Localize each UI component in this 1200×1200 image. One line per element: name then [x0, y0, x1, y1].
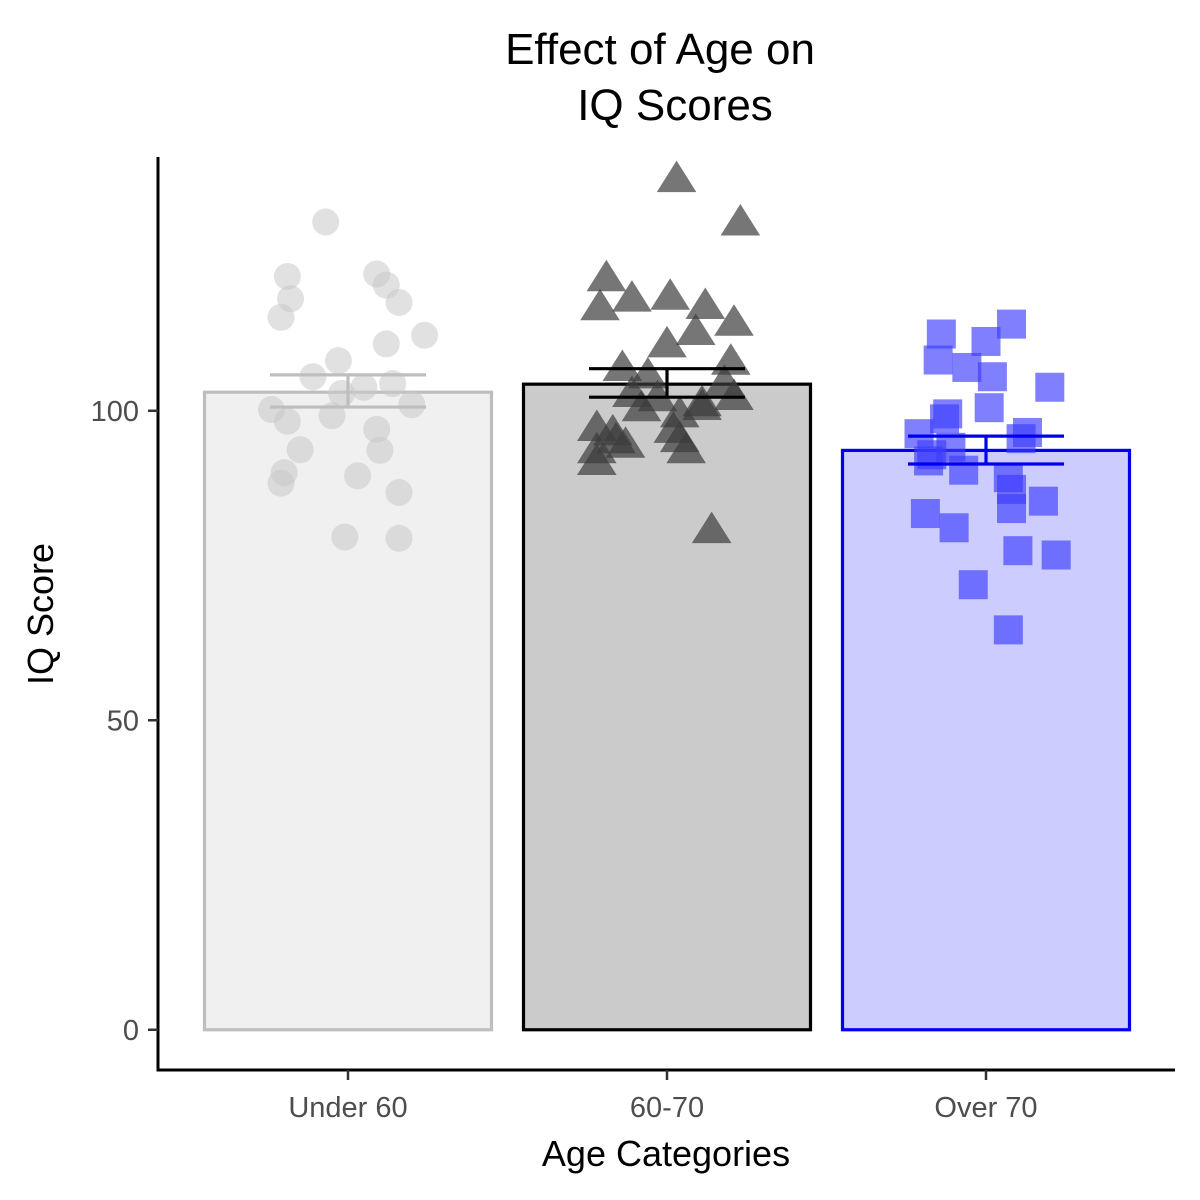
data-point [952, 352, 982, 382]
x-tick-label: Over 70 [934, 1092, 1037, 1124]
data-point [273, 262, 301, 290]
data-point [1035, 372, 1065, 402]
data-point [997, 494, 1027, 524]
data-point [586, 259, 627, 292]
x-axis-title: Age Categories [542, 1133, 790, 1174]
bar [840, 448, 1132, 1032]
data-point [580, 288, 620, 321]
data-point [1003, 536, 1033, 566]
data-point [363, 415, 391, 443]
data-point [682, 388, 722, 420]
data-point [974, 393, 1004, 423]
data-point [685, 287, 726, 320]
data-point [318, 402, 346, 430]
data-point [714, 304, 754, 336]
data-point [385, 288, 413, 316]
data-point [267, 469, 295, 497]
y-tick-label: 50 [107, 705, 139, 737]
data-point [344, 462, 372, 490]
bar [202, 390, 494, 1032]
chart-title-line-2: IQ Scores [577, 81, 773, 130]
data-point [971, 326, 1001, 356]
data-point [324, 347, 352, 375]
x-tick-label: 60-70 [630, 1092, 704, 1124]
y-axis-title: IQ Score [20, 543, 61, 685]
data-point [666, 431, 706, 464]
data-point [350, 373, 378, 401]
data-point [372, 330, 400, 358]
data-point [977, 362, 1007, 392]
data-point [385, 478, 413, 506]
y-tick-label: 0 [123, 1015, 139, 1047]
data-point [286, 436, 314, 464]
data-point [711, 343, 751, 375]
data-point [997, 309, 1027, 339]
data-point [1041, 540, 1071, 570]
data-point [656, 160, 697, 193]
data-point [612, 280, 652, 312]
data-point [398, 391, 426, 419]
data-point [1028, 486, 1058, 516]
data-point [379, 370, 407, 398]
data-point [691, 511, 732, 544]
data-point [926, 319, 956, 349]
data-point [910, 499, 940, 529]
data-point [914, 446, 944, 476]
data-point [299, 363, 327, 391]
data-point [312, 208, 340, 236]
data-point [621, 389, 662, 422]
axis-ticks: 0 50 100 Under 60 60-70 Over 70 [91, 396, 1038, 1124]
plot-area [202, 160, 1132, 1032]
data-point [714, 378, 754, 411]
data-point [958, 570, 988, 600]
data-point [923, 345, 953, 375]
data-point [647, 325, 687, 358]
data-point [577, 443, 617, 476]
data-point [993, 615, 1023, 645]
data-point [605, 426, 646, 458]
data-point [1006, 424, 1036, 454]
data-point [411, 321, 439, 349]
data-point [602, 349, 643, 381]
data-point [939, 513, 969, 543]
data-point [675, 313, 716, 346]
bar [521, 382, 813, 1032]
data-point [366, 436, 394, 464]
chart-title-line-1: Effect of Age on [505, 25, 815, 74]
x-tick-label: Under 60 [288, 1092, 407, 1124]
data-point [273, 407, 301, 435]
data-point [720, 203, 761, 236]
data-point [267, 303, 295, 331]
data-point [650, 278, 690, 310]
data-point [385, 524, 413, 552]
data-point [331, 523, 359, 551]
data-point [933, 399, 963, 429]
y-tick-label: 100 [91, 396, 139, 428]
data-point [949, 455, 979, 485]
